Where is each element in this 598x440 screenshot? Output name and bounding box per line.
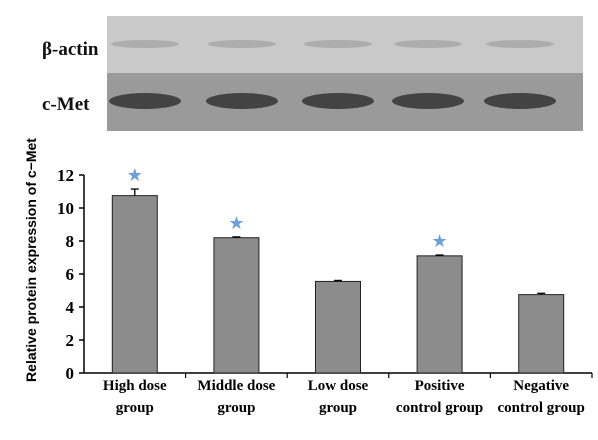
y-axis-title: Relative protein expression of c−Met: [23, 138, 39, 382]
error-bar-4: [435, 254, 444, 256]
band-beta-actin-lane-2: [208, 40, 276, 48]
y-tick-label: 12: [57, 166, 74, 185]
significance-star-icon: ★: [228, 213, 244, 234]
error-bar-5: [537, 292, 546, 295]
y-tick-label: 8: [66, 232, 75, 251]
band-beta-actin-lane-3: [304, 40, 372, 48]
band-c-met-lane-3: [302, 93, 374, 109]
blot-label-c-met: c-Met: [42, 94, 90, 115]
blot-label-beta-actin: β-actin: [42, 39, 99, 60]
bar-2: [213, 237, 260, 374]
band-c-met-lane-5: [484, 93, 556, 109]
error-bar-3: [334, 279, 342, 282]
x-category-label: control group: [396, 400, 483, 416]
x-category-label: Low dose: [308, 378, 369, 394]
bar-1: [111, 195, 158, 374]
x-category-label: High dose: [103, 378, 167, 394]
y-tick-label: 4: [66, 298, 75, 317]
y-tick-label: 6: [66, 265, 75, 284]
band-c-met-lane-2: [206, 93, 278, 109]
band-c-met-lane-4: [392, 93, 464, 109]
band-beta-actin-lane-5: [486, 40, 554, 48]
y-tick-label: 10: [57, 199, 74, 218]
bar-4: [416, 255, 463, 374]
x-category-label: control group: [498, 400, 585, 416]
x-category-label: group: [116, 400, 154, 416]
bar-5: [518, 294, 565, 374]
x-category-label: Negative: [513, 378, 569, 394]
error-bar-1: [130, 188, 139, 196]
significance-star-icon: ★: [127, 165, 143, 186]
error-bar-2: [232, 236, 241, 238]
band-beta-actin-lane-1: [111, 40, 179, 48]
x-category-label: Positive: [415, 378, 465, 394]
western-blot: β-actin c-Met: [42, 16, 583, 131]
band-beta-actin-lane-4: [394, 40, 462, 48]
x-category-label: group: [319, 400, 357, 416]
x-category-label: Middle dose: [197, 378, 275, 394]
y-tick-label: 0: [66, 364, 75, 383]
bar-3: [315, 280, 361, 374]
significance-star-icon: ★: [432, 231, 448, 252]
band-c-met-lane-1: [109, 93, 181, 109]
y-tick-label: 2: [66, 331, 75, 350]
x-category-label: group: [217, 400, 255, 416]
